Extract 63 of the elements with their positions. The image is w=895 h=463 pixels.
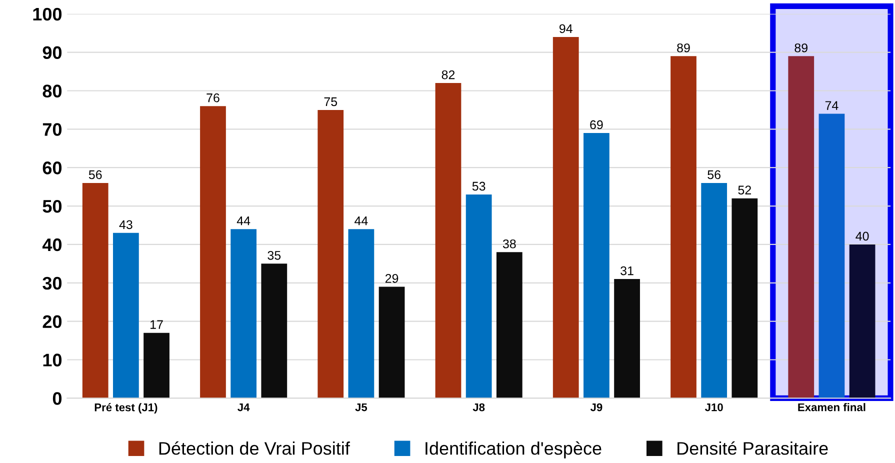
bar — [378, 286, 405, 398]
x-tick-label: J9 — [590, 403, 602, 412]
data-label: 94 — [560, 24, 572, 34]
bar — [200, 106, 226, 398]
y-tick-label: 10 — [43, 354, 62, 366]
bar — [230, 229, 257, 398]
bar — [732, 198, 758, 398]
data-label: 44 — [354, 216, 368, 226]
y-tick-label: 20 — [42, 315, 62, 328]
bar — [552, 36, 579, 398]
bar — [261, 264, 288, 398]
x-tick-label: J4 — [238, 403, 250, 412]
data-label: 29 — [385, 274, 398, 283]
y-tick-label: 100 — [33, 8, 62, 21]
data-label: 40 — [856, 232, 869, 241]
x-tick-label: J5 — [355, 403, 368, 412]
legend-label: Détection de Vrai Positif — [159, 441, 350, 455]
data-label: 89 — [794, 43, 808, 52]
bar — [466, 194, 492, 398]
bar — [788, 56, 814, 398]
bar — [348, 229, 374, 398]
bar — [818, 114, 845, 398]
y-tick-label: 60 — [42, 162, 62, 174]
bar — [614, 279, 640, 398]
y-tick-label: 30 — [42, 276, 62, 290]
data-label: 56 — [708, 170, 720, 180]
y-tick-label: 80 — [42, 84, 62, 98]
data-label: 74 — [825, 101, 838, 110]
x-tick-label: Pré test (J1) — [94, 403, 158, 414]
bar — [849, 244, 876, 398]
data-label: 56 — [88, 170, 102, 180]
y-tick-label: 50 — [42, 200, 62, 213]
data-label: 31 — [620, 266, 634, 276]
data-label: 43 — [119, 220, 132, 230]
legend-label: Densité Parasitaire — [678, 441, 828, 455]
y-tick-label: 70 — [42, 123, 62, 136]
data-label: 52 — [738, 186, 751, 194]
bar — [435, 83, 462, 398]
bar — [584, 133, 610, 398]
bar — [113, 232, 139, 398]
data-label: 69 — [590, 120, 603, 130]
data-label: 44 — [236, 216, 250, 226]
data-label: 17 — [150, 320, 163, 329]
bar — [701, 182, 728, 398]
legend-label: Identification d'espèce — [426, 441, 602, 458]
x-tick-label: J8 — [472, 403, 485, 412]
y-tick-label: 40 — [42, 238, 62, 252]
data-label: 75 — [324, 97, 338, 106]
data-label: 53 — [472, 182, 486, 191]
data-label: 82 — [442, 70, 455, 80]
y-tick-label: 90 — [42, 46, 62, 60]
bar — [496, 252, 522, 398]
bar — [82, 182, 108, 398]
data-label: 89 — [677, 43, 690, 52]
y-tick-label: 0 — [52, 392, 62, 405]
data-label: 76 — [206, 93, 220, 102]
data-label: 38 — [502, 239, 516, 248]
bar — [318, 110, 344, 398]
x-tick-label: J10 — [704, 403, 723, 412]
data-label: 35 — [268, 250, 281, 260]
bar — [670, 56, 696, 398]
bar — [144, 332, 170, 398]
x-tick-label: Examen final — [798, 403, 866, 412]
